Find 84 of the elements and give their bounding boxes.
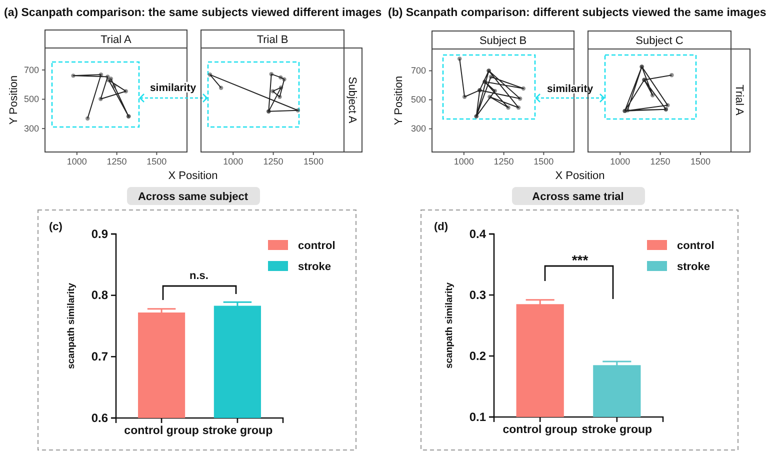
point xyxy=(108,76,114,81)
y-tick-label: 0.4 xyxy=(469,226,486,241)
x-tick-label: 1250 xyxy=(650,156,670,166)
point xyxy=(98,96,103,102)
x-tick-label: 1000 xyxy=(223,156,244,166)
y-tick-label: 500 xyxy=(24,94,39,104)
point xyxy=(666,103,670,108)
y-tick-label: 500 xyxy=(410,94,426,105)
x-tick-label: 1250 xyxy=(494,156,514,166)
point xyxy=(506,106,510,110)
point xyxy=(98,72,104,77)
point xyxy=(282,77,286,82)
point xyxy=(488,74,493,79)
legend-label: control xyxy=(677,240,714,252)
x-tick-label: 1500 xyxy=(534,156,554,166)
point xyxy=(488,94,492,99)
text: Subject A xyxy=(346,76,358,124)
point xyxy=(521,86,526,91)
x-tick-label: 1000 xyxy=(454,156,474,166)
point xyxy=(457,56,462,61)
x-tick-label: 1000 xyxy=(66,156,87,166)
point xyxy=(270,89,275,94)
point xyxy=(650,93,655,98)
x-tick-label: 1000 xyxy=(610,156,630,166)
x-tick-label: 1500 xyxy=(690,156,710,166)
x-axis-title: X Position xyxy=(555,170,605,182)
y-tick-label: 0.7 xyxy=(91,350,108,364)
text: Across same subject xyxy=(138,191,248,203)
point xyxy=(208,72,212,77)
y-tick-label: 300 xyxy=(24,123,39,134)
legend-label: stroke xyxy=(298,261,332,273)
y-tick-label: 700 xyxy=(24,64,39,75)
y-tick-label: 0.6 xyxy=(91,410,108,425)
point xyxy=(124,89,128,94)
point xyxy=(296,108,300,113)
point xyxy=(269,72,274,76)
chart-title: Subject C xyxy=(636,35,684,47)
point xyxy=(670,73,674,78)
chart-title: Trial B xyxy=(256,34,288,46)
y-tick-label: 0.1 xyxy=(469,410,486,424)
point xyxy=(71,74,76,78)
text: (a) Scanpath comparison: the same subjects viewed different images xyxy=(4,7,382,19)
y-tick-label: 0.9 xyxy=(91,226,108,241)
point xyxy=(112,84,116,88)
x-tick-label: 1250 xyxy=(263,156,284,166)
text: Trial A xyxy=(733,84,746,116)
point xyxy=(278,75,283,80)
y-tick-label: 300 xyxy=(410,124,426,134)
x-tick-label: stroke group xyxy=(202,425,273,438)
y-axis-title: scanpath similarity xyxy=(66,282,77,370)
point xyxy=(85,116,90,121)
y-axis-title: scanpath similarity xyxy=(444,282,455,369)
line-series xyxy=(71,72,131,121)
point xyxy=(278,85,284,90)
point xyxy=(278,94,282,100)
x-tick-label: 1500 xyxy=(303,156,324,166)
text: (b) Scanpath comparison: different subjects viewed the same images xyxy=(388,7,766,19)
legend-label: control xyxy=(298,240,336,252)
point xyxy=(518,96,522,101)
x-tick-label: 1250 xyxy=(106,156,127,166)
y-tick-label: 0.8 xyxy=(91,288,108,302)
x-tick-label: stroke group xyxy=(582,424,652,436)
x-tick-label: control group xyxy=(502,424,578,436)
y-tick-label: 0.3 xyxy=(469,288,486,302)
x-tick-label: 1500 xyxy=(146,156,167,166)
y-axis-title: Y Position xyxy=(393,76,405,126)
chart-title: Trial A xyxy=(100,34,132,46)
legend-label: stroke xyxy=(677,261,710,273)
point xyxy=(218,86,224,90)
point xyxy=(516,106,521,110)
y-axis-title: Y Position xyxy=(8,75,20,125)
annotation: *** xyxy=(572,252,589,268)
x-axis-title: X Position xyxy=(168,170,218,182)
point xyxy=(462,94,467,99)
chart-title: Subject B xyxy=(479,35,527,47)
text: Across same trial xyxy=(532,191,624,203)
text: (c) xyxy=(49,221,63,233)
y-tick-label: 0.2 xyxy=(469,348,486,363)
annotation: n.s. xyxy=(190,270,208,282)
x-tick-label: control group xyxy=(124,425,199,438)
y-tick-label: 700 xyxy=(410,66,426,76)
point xyxy=(492,88,497,94)
text: (d) xyxy=(434,221,448,233)
line-series xyxy=(457,56,526,118)
